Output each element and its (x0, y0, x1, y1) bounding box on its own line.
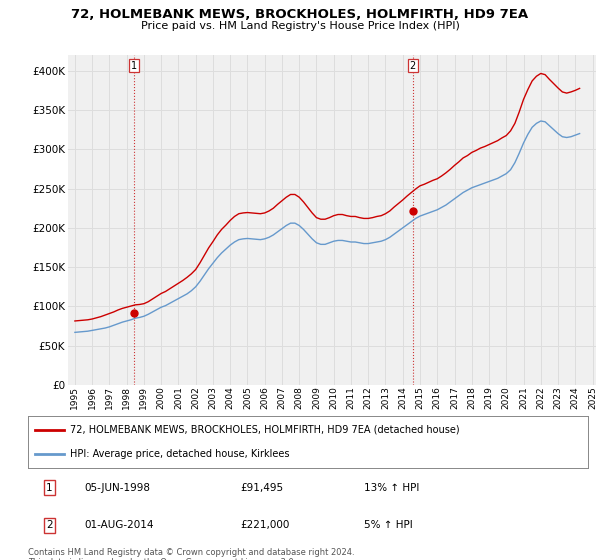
Text: 2: 2 (46, 520, 53, 530)
Text: £221,000: £221,000 (241, 520, 290, 530)
Text: 5% ↑ HPI: 5% ↑ HPI (364, 520, 413, 530)
Text: HPI: Average price, detached house, Kirklees: HPI: Average price, detached house, Kirk… (70, 450, 290, 459)
Text: £91,495: £91,495 (241, 483, 284, 493)
Text: Contains HM Land Registry data © Crown copyright and database right 2024.
This d: Contains HM Land Registry data © Crown c… (28, 548, 355, 560)
Text: 1: 1 (46, 483, 53, 493)
Text: 13% ↑ HPI: 13% ↑ HPI (364, 483, 419, 493)
Text: Price paid vs. HM Land Registry's House Price Index (HPI): Price paid vs. HM Land Registry's House … (140, 21, 460, 31)
Text: 05-JUN-1998: 05-JUN-1998 (84, 483, 150, 493)
Text: 72, HOLMEBANK MEWS, BROCKHOLES, HOLMFIRTH, HD9 7EA (detached house): 72, HOLMEBANK MEWS, BROCKHOLES, HOLMFIRT… (70, 424, 460, 435)
Text: 2: 2 (410, 60, 416, 71)
Text: 01-AUG-2014: 01-AUG-2014 (84, 520, 154, 530)
Text: 1: 1 (131, 60, 137, 71)
Text: 72, HOLMEBANK MEWS, BROCKHOLES, HOLMFIRTH, HD9 7EA: 72, HOLMEBANK MEWS, BROCKHOLES, HOLMFIRT… (71, 8, 529, 21)
